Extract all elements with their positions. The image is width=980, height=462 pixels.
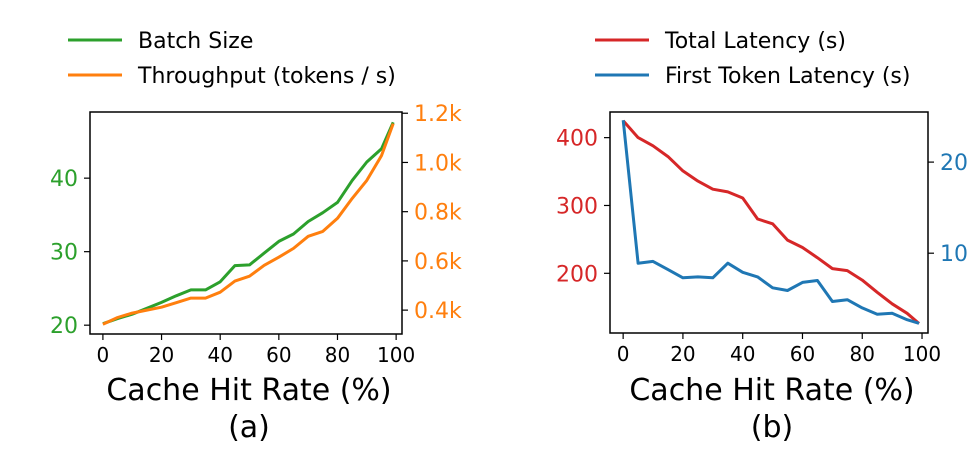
right-y-tick-label: 1.2k: [414, 102, 462, 127]
right-y-tick-label: 10: [940, 242, 968, 267]
x-tick-label: 0: [617, 342, 630, 366]
series-line-total-latency-s-: [622, 119, 920, 325]
left-y-tick-label: 20: [50, 314, 78, 339]
right-y-tick-label: 0.8k: [414, 201, 462, 226]
legend-label: Batch Size: [138, 29, 253, 54]
plot-frame: [609, 111, 929, 334]
x-tick-label: 60: [790, 342, 815, 366]
legend-label: Throughput (tokens / s): [137, 64, 396, 89]
x-tick-label: 80: [850, 342, 875, 366]
left-y-tick-label: 400: [556, 127, 598, 152]
right-y-tick-label: 1.0k: [414, 151, 462, 176]
series-line-batch-size: [102, 121, 395, 326]
panel-a: Batch Size Throughput (tokens / s) 0 20 40 60…: [50, 29, 462, 445]
right-y-tick-label: 0.4k: [414, 299, 462, 324]
left-y-tick-label: 30: [50, 241, 78, 266]
x-tick-label: 60: [266, 343, 291, 367]
right-y-tick-label: 20: [940, 151, 968, 176]
x-tick-label: 20: [149, 343, 174, 367]
legend-label: Total Latency (s): [664, 29, 846, 54]
x-tick-label: 100: [903, 342, 941, 366]
left-y-tick-label: 300: [556, 194, 598, 219]
x-tick-label: 100: [377, 343, 415, 367]
legend-label: First Token Latency (s): [665, 64, 910, 89]
left-y-tick-label: 40: [50, 167, 78, 192]
x-axis-label: Cache Hit Rate (%): [106, 373, 391, 408]
x-tick-label: 40: [207, 343, 232, 367]
x-tick-label: 80: [325, 343, 350, 367]
panel-label: (a): [228, 410, 270, 445]
panel-label: (b): [751, 410, 793, 445]
plot-frame: [89, 111, 403, 335]
panel-b: Total Latency (s) First Token Latency (s)…: [556, 29, 968, 445]
x-tick-label: 40: [730, 342, 755, 366]
x-tick-label: 0: [97, 343, 110, 367]
x-tick-label: 20: [670, 342, 695, 366]
right-y-tick-label: 0.6k: [414, 250, 462, 275]
x-axis-label: Cache Hit Rate (%): [629, 373, 914, 408]
series-line-throughput-tokens-s-: [102, 123, 395, 326]
left-y-tick-label: 200: [556, 262, 598, 287]
